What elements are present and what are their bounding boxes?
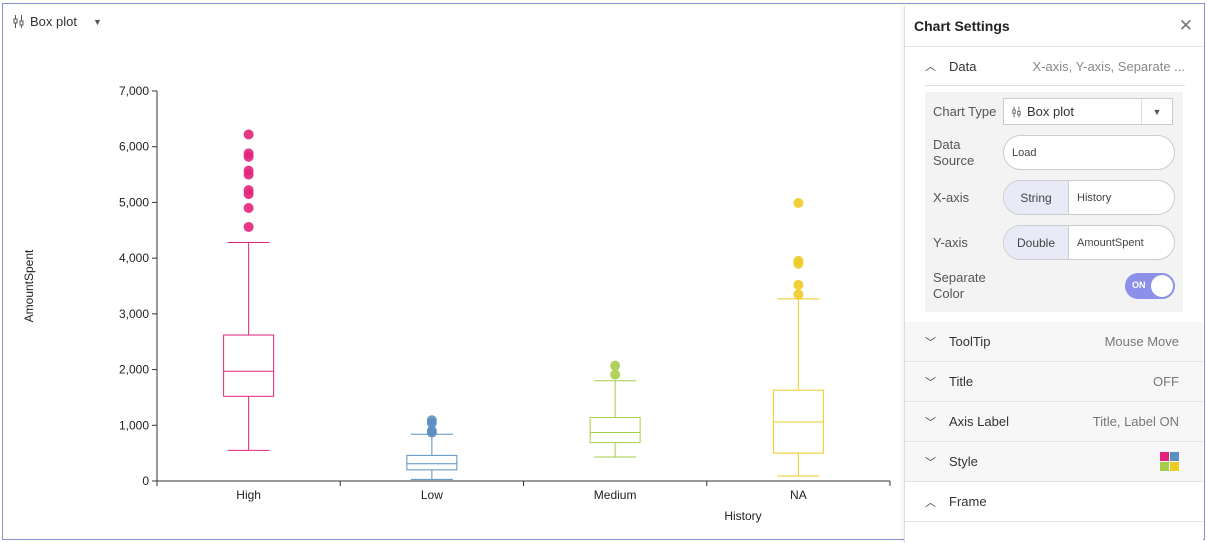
- data-source-row: Data Source Load: [933, 135, 1175, 170]
- x-axis-title: History: [724, 509, 761, 523]
- box-plot-chart: AmountSpent History 0 1,000 2,000 3,000 4,00…: [22, 84, 891, 523]
- palette-swatch: [1160, 462, 1169, 471]
- tooltip-section[interactable]: ﹀ ToolTip Mouse Move: [905, 322, 1203, 362]
- y-axis-title: AmountSpent: [22, 249, 36, 322]
- box-plot-icon: [1012, 106, 1021, 117]
- data-source-field-label: Data Source: [933, 136, 975, 168]
- outlier-point: [243, 185, 254, 196]
- chevron-up-icon: ︿: [925, 496, 936, 509]
- x-tick-label: High: [236, 488, 261, 502]
- x-axis-field[interactable]: String History: [1003, 180, 1175, 215]
- chevron-down-icon: ﹀: [925, 336, 936, 349]
- outlier-point: [426, 425, 437, 436]
- palette-icon: [1160, 452, 1179, 471]
- style-section[interactable]: ﹀ Style: [905, 442, 1203, 482]
- y-tick-label: 2,000: [119, 363, 149, 377]
- data-section-header[interactable]: ︿ Data X-axis, Y-axis, Separate ...: [925, 47, 1185, 86]
- frame-section-label: Frame: [949, 494, 987, 509]
- title-section-label: Title: [949, 374, 974, 389]
- outlier-point: [243, 203, 254, 213]
- outlier-point: [610, 360, 621, 371]
- data-section-summary: X-axis, Y-axis, Separate ...: [1032, 58, 1185, 74]
- x-axis-row: X-axis String History: [933, 180, 1175, 215]
- outlier-point: [243, 129, 254, 140]
- data-section-body: Chart Type Box plot ▼ Data Source: [925, 92, 1183, 312]
- chart-type-dropdown[interactable]: Box plot ▼: [13, 14, 102, 29]
- chart-frame: [2, 3, 1205, 540]
- chevron-down-icon[interactable]: ▼: [1141, 99, 1172, 124]
- chevron-up-icon: ︿: [925, 61, 936, 73]
- axis-label-section[interactable]: ﹀ Axis Label Title, Label ON: [905, 402, 1203, 442]
- x-tick-label: NA: [790, 488, 807, 502]
- close-icon[interactable]: ✕: [1178, 16, 1193, 35]
- palette-swatch: [1170, 452, 1179, 461]
- outlier-point: [243, 221, 254, 232]
- outlier-point: [793, 279, 804, 290]
- y-tick-label: 3,000: [119, 307, 149, 321]
- outlier-point: [243, 148, 254, 159]
- x-tick-label: Low: [421, 488, 443, 502]
- tooltip-section-summary: Mouse Move: [1104, 334, 1179, 349]
- x-axis-field-label: X-axis: [933, 189, 970, 205]
- panel-header: Chart Settings ✕: [905, 6, 1203, 47]
- x-tick-label: Medium: [594, 488, 637, 502]
- chevron-down-icon: ▼: [92, 16, 102, 27]
- box-low: [406, 415, 458, 480]
- iqr-box: [589, 416, 641, 444]
- palette-swatch: [1170, 462, 1179, 471]
- chart-type-label: Box plot: [30, 14, 77, 29]
- chart-type-select-value: Box plot: [1027, 104, 1074, 119]
- data-source-value: Load: [1012, 146, 1037, 159]
- outlier-point: [243, 165, 254, 176]
- box-high: [223, 129, 275, 451]
- iqr-box: [406, 454, 458, 471]
- palette-swatch: [1160, 452, 1169, 461]
- chevron-down-icon: ﹀: [925, 456, 936, 469]
- frame-section[interactable]: ︿ Frame: [905, 482, 1203, 522]
- panel-title: Chart Settings: [914, 18, 1010, 34]
- y-axis-row: Y-axis Double AmountSpent: [933, 225, 1175, 260]
- data-section-label: Data: [949, 58, 977, 74]
- outlier-point: [793, 255, 804, 266]
- separate-color-row: Separate Color ON: [933, 270, 1175, 302]
- chevron-down-icon: ﹀: [925, 376, 936, 389]
- y-tick-label: 6,000: [119, 140, 149, 154]
- y-tick-label: 0: [142, 474, 149, 488]
- box-plot-icon: [13, 15, 24, 28]
- chart-settings-panel: Chart Settings ✕ ︿ Data X-axis, Y-axis, …: [904, 6, 1203, 543]
- chart-type-select[interactable]: Box plot ▼: [1003, 98, 1173, 125]
- axis-label-section-label: Axis Label: [949, 414, 1009, 429]
- y-tick-label: 5,000: [119, 195, 149, 209]
- data-source-field[interactable]: Load: [1003, 135, 1175, 170]
- box-na: [772, 197, 824, 477]
- y-tick-label: 4,000: [119, 251, 149, 265]
- y-axis-value: AmountSpent: [1077, 236, 1144, 249]
- iqr-box: [223, 334, 275, 397]
- box-medium: [589, 360, 641, 458]
- style-section-label: Style: [949, 454, 978, 469]
- x-axis-type[interactable]: String: [1004, 181, 1069, 214]
- y-axis-field[interactable]: Double AmountSpent: [1003, 225, 1175, 260]
- tooltip-section-label: ToolTip: [949, 334, 991, 349]
- separate-color-toggle[interactable]: ON: [1125, 273, 1175, 299]
- toggle-state-text: ON: [1132, 280, 1146, 290]
- title-section-summary: OFF: [1153, 374, 1179, 389]
- outlier-point: [793, 197, 804, 208]
- title-section[interactable]: ﹀ Title OFF: [905, 362, 1203, 402]
- x-axis-value: History: [1077, 191, 1112, 204]
- chart-type-field-label: Chart Type: [933, 103, 997, 119]
- y-axis-type[interactable]: Double: [1004, 226, 1069, 259]
- separate-color-label: Separate Color: [933, 270, 986, 301]
- axis-label-section-summary: Title, Label ON: [1092, 414, 1179, 429]
- y-tick-label: 7,000: [119, 84, 149, 98]
- toggle-knob: [1151, 275, 1173, 297]
- chart-type-row: Chart Type Box plot ▼: [933, 98, 1175, 125]
- y-axis-field-label: Y-axis: [933, 234, 968, 250]
- y-tick-label: 1,000: [119, 418, 149, 432]
- chevron-down-icon: ﹀: [925, 416, 936, 429]
- outlier-point: [610, 369, 621, 380]
- outlier-point: [426, 415, 437, 426]
- outlier-point: [793, 289, 804, 300]
